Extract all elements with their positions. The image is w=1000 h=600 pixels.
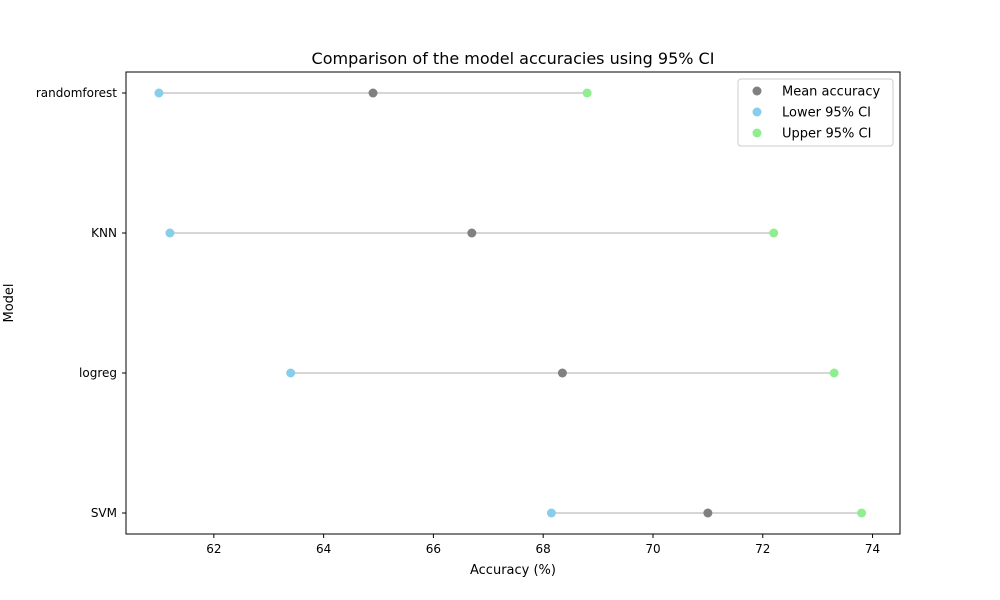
x-tick-label: 72: [755, 542, 770, 556]
upper-ci-point: [829, 368, 839, 378]
legend-marker: [752, 128, 762, 138]
y-axis-label: Model: [2, 283, 17, 322]
x-tick-label: 70: [645, 542, 660, 556]
upper-ci-point: [857, 508, 867, 518]
x-tick-label: 62: [206, 542, 221, 556]
legend-label: Upper 95% CI: [782, 127, 871, 142]
x-axis-label: Accuracy (%): [470, 563, 556, 578]
x-tick-label: 66: [426, 542, 441, 556]
y-tick-label: SVM: [91, 506, 117, 520]
mean-accuracy-point: [703, 508, 713, 518]
upper-ci-point: [769, 228, 779, 238]
x-tick-label: 64: [316, 542, 331, 556]
x-tick-label: 68: [536, 542, 551, 556]
lower-ci-point: [154, 88, 164, 98]
legend-marker: [752, 86, 762, 96]
y-axis: randomforest KNN logreg SVM: [36, 86, 126, 520]
legend-label: Lower 95% CI: [782, 106, 871, 121]
mean-accuracy-point: [467, 228, 477, 238]
legend-marker: [752, 107, 762, 117]
legend: Mean accuracy Lower 95% CI Upper 95% CI: [737, 78, 894, 147]
y-tick-label: logreg: [79, 366, 117, 380]
plot-frame: [125, 71, 901, 535]
upper-ci-point: [582, 88, 592, 98]
chart-title: Comparison of the model accuracies using…: [312, 49, 715, 68]
x-axis: 62 64 66 68 70 72 74: [206, 534, 880, 556]
mean-accuracy-point: [368, 88, 378, 98]
y-tick-label: randomforest: [36, 86, 117, 100]
y-tick-label: KNN: [91, 226, 117, 240]
plot-area: [154, 88, 867, 518]
lower-ci-point: [286, 368, 296, 378]
mean-accuracy-point: [557, 368, 567, 378]
x-tick-label: 74: [865, 542, 880, 556]
lower-ci-point: [546, 508, 556, 518]
lower-ci-point: [165, 228, 175, 238]
legend-label: Mean accuracy: [782, 85, 881, 100]
legend-box: [737, 78, 894, 147]
